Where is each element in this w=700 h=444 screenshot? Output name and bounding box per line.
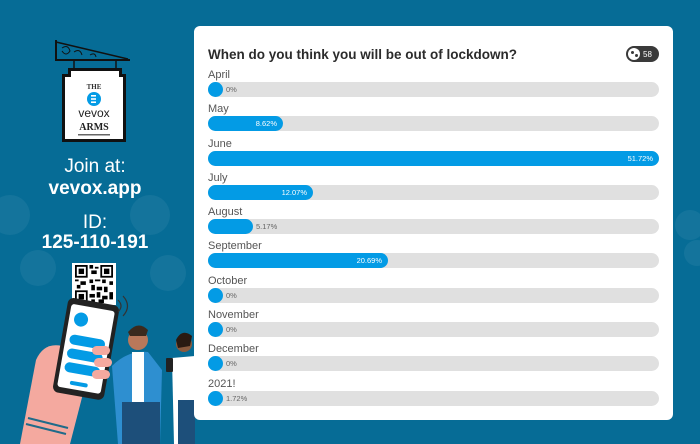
svg-text:ARMS: ARMS: [79, 122, 109, 133]
result-percentage: 1.72%: [226, 393, 248, 403]
result-percentage: 8.62%: [255, 119, 277, 129]
svg-text:THE: THE: [87, 83, 102, 91]
join-url: vevox.app: [48, 178, 142, 199]
result-bar-fill: [208, 322, 223, 338]
participant-count-badge: 58: [626, 46, 659, 62]
result-percentage: 12.07%: [281, 187, 307, 197]
result-option-label: December: [208, 343, 259, 356]
result-option-label: August: [208, 206, 243, 219]
result-option-label: September: [208, 240, 262, 253]
result-option-label: April: [208, 69, 231, 81]
poll-question: When do you think you will be out of loc…: [208, 47, 517, 62]
result-bar-track: 1.72%: [208, 390, 659, 406]
result-option-label: 2021!: [208, 377, 236, 390]
result-option-label: October: [208, 274, 248, 287]
result-bar-track: 0%: [208, 82, 659, 97]
result-bar-fill: [208, 116, 283, 132]
participant-count: 58: [643, 49, 652, 59]
result-bar-track: 20.69%: [208, 253, 659, 269]
qr-code-icon: [72, 263, 116, 305]
result-bar-fill: [208, 287, 223, 303]
result-percentage: 5.17%: [256, 222, 278, 232]
join-label: Join at:: [64, 156, 126, 177]
result-option-label: May: [208, 103, 229, 116]
result-row: April 0%: [208, 69, 659, 103]
result-row: August 5.17%: [208, 206, 659, 240]
result-bar-fill: [208, 356, 223, 372]
event-id-value: 125-110-191: [41, 232, 149, 253]
result-row: November 0%: [208, 309, 659, 343]
result-percentage: 0%: [226, 290, 237, 300]
result-bar-fill: [208, 390, 223, 406]
result-row: September 20.69%: [208, 240, 659, 274]
result-bar-fill: [208, 150, 659, 166]
result-percentage: 0%: [226, 359, 237, 369]
result-row: 2021! 1.72%: [208, 378, 659, 412]
result-percentage: 20.69%: [356, 256, 382, 266]
result-row: October 0%: [208, 275, 659, 309]
left-panel: THE vevox ARMS Join at: vevox.app ID: 12…: [0, 0, 195, 444]
result-bar-track: 0%: [208, 287, 659, 303]
vevox-arms-pub-sign-logo: THE vevox ARMS: [55, 40, 130, 142]
result-option-label: June: [208, 137, 232, 150]
result-percentage: 0%: [226, 85, 237, 94]
result-bar-track: 51.72%: [208, 150, 659, 166]
people-with-phones-illustration: [20, 295, 195, 444]
result-row: June 51.72%: [208, 138, 659, 172]
result-percentage: 51.72%: [627, 153, 653, 163]
result-bar-track: 0%: [208, 356, 659, 372]
event-id-label: ID:: [82, 212, 108, 233]
svg-text:vevox: vevox: [78, 106, 109, 120]
result-bar-track: 8.62%: [208, 116, 659, 132]
participants-icon: [628, 48, 640, 60]
result-row: May 8.62%: [208, 103, 659, 137]
bokeh-dot: [675, 210, 700, 240]
result-bar-track: 0%: [208, 322, 659, 338]
result-bar-track: 5.17%: [208, 219, 659, 235]
result-percentage: 0%: [226, 325, 237, 335]
result-bar-fill: [208, 82, 223, 97]
bokeh-dot: [684, 240, 700, 266]
result-bar-track: 12.07%: [208, 184, 659, 200]
result-option-label: November: [208, 309, 259, 322]
result-bar-fill: [208, 253, 388, 269]
result-bar-fill: [208, 184, 313, 200]
poll-results-card: When do you think you will be out of loc…: [194, 26, 673, 420]
results-bar-chart: April 0% May 8.62% June 51.72% July 12.07% Augus…: [208, 69, 659, 412]
result-row: July 12.07%: [208, 172, 659, 206]
result-option-label: July: [208, 171, 228, 184]
result-bar-fill: [208, 219, 253, 235]
result-row: December 0%: [208, 343, 659, 377]
